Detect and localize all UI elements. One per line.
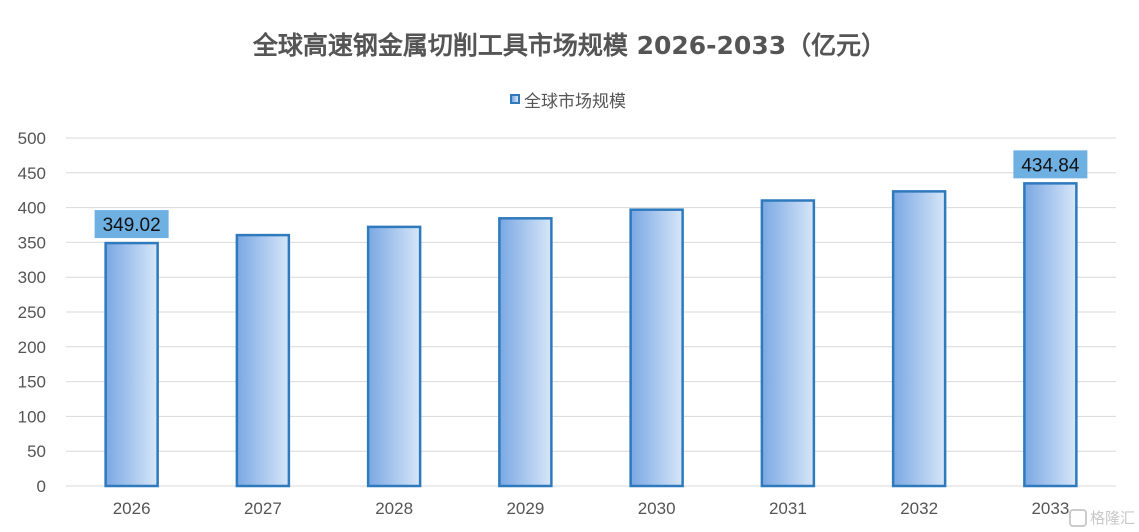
x-tick-label: 2033 [1031, 499, 1069, 518]
x-tick-label: 2031 [769, 499, 807, 518]
y-tick-label: 200 [18, 338, 46, 357]
y-tick-label: 350 [18, 233, 46, 252]
legend-label: 全球市场规模 [524, 91, 626, 112]
y-tick-label: 0 [37, 477, 46, 496]
y-tick-label: 500 [18, 129, 46, 148]
x-tick-label: 2032 [900, 499, 938, 518]
watermark-text: 格隆汇 [1089, 509, 1135, 527]
watermark-logo-icon [1068, 508, 1087, 527]
bar-2031 [760, 199, 816, 488]
y-tick-label: 150 [18, 373, 46, 392]
x-tick-label: 2030 [638, 499, 676, 518]
data-label-box [1013, 150, 1088, 179]
y-tick-label: 450 [18, 164, 46, 183]
x-tick-label: 2028 [375, 499, 413, 518]
data-label-box [94, 210, 169, 239]
y-tick-label: 250 [18, 303, 46, 322]
y-tick-label: 400 [18, 199, 46, 218]
data-label: 349.02 [103, 215, 161, 236]
chart-title: 全球高速钢金属切削工具市场规模 2026-2033（亿元） [252, 31, 887, 60]
chart-legend: 全球市场规模 [510, 88, 626, 112]
bar-2028 [366, 225, 422, 488]
y-tick-label: 100 [18, 407, 46, 426]
bars [104, 182, 1078, 488]
x-tick-label: 2029 [506, 499, 544, 518]
x-tick-label: 2026 [113, 499, 151, 518]
data-label: 434.84 [1021, 155, 1080, 176]
bar-2026 [104, 241, 159, 488]
y-tick-label: 300 [18, 268, 46, 287]
watermark: 格隆汇 [1068, 507, 1135, 528]
x-tick-label: 2027 [244, 499, 282, 518]
bar-2033 [1023, 182, 1078, 488]
legend-swatch [510, 94, 520, 104]
x-axis-ticks: 2026 2027 2028 2029 2030 2031 2032 2033 [113, 499, 1070, 518]
bar-2030 [629, 208, 684, 488]
bar-2029 [498, 217, 553, 488]
data-labels: 349.02 434.84 [94, 150, 1088, 239]
y-axis-ticks: 0 50 100 150 200 250 300 350 400 450 500 [18, 129, 46, 496]
bar-2027 [235, 233, 291, 488]
gridlines [66, 137, 1116, 487]
y-tick-label: 50 [27, 442, 46, 461]
bar-2032 [891, 190, 947, 488]
